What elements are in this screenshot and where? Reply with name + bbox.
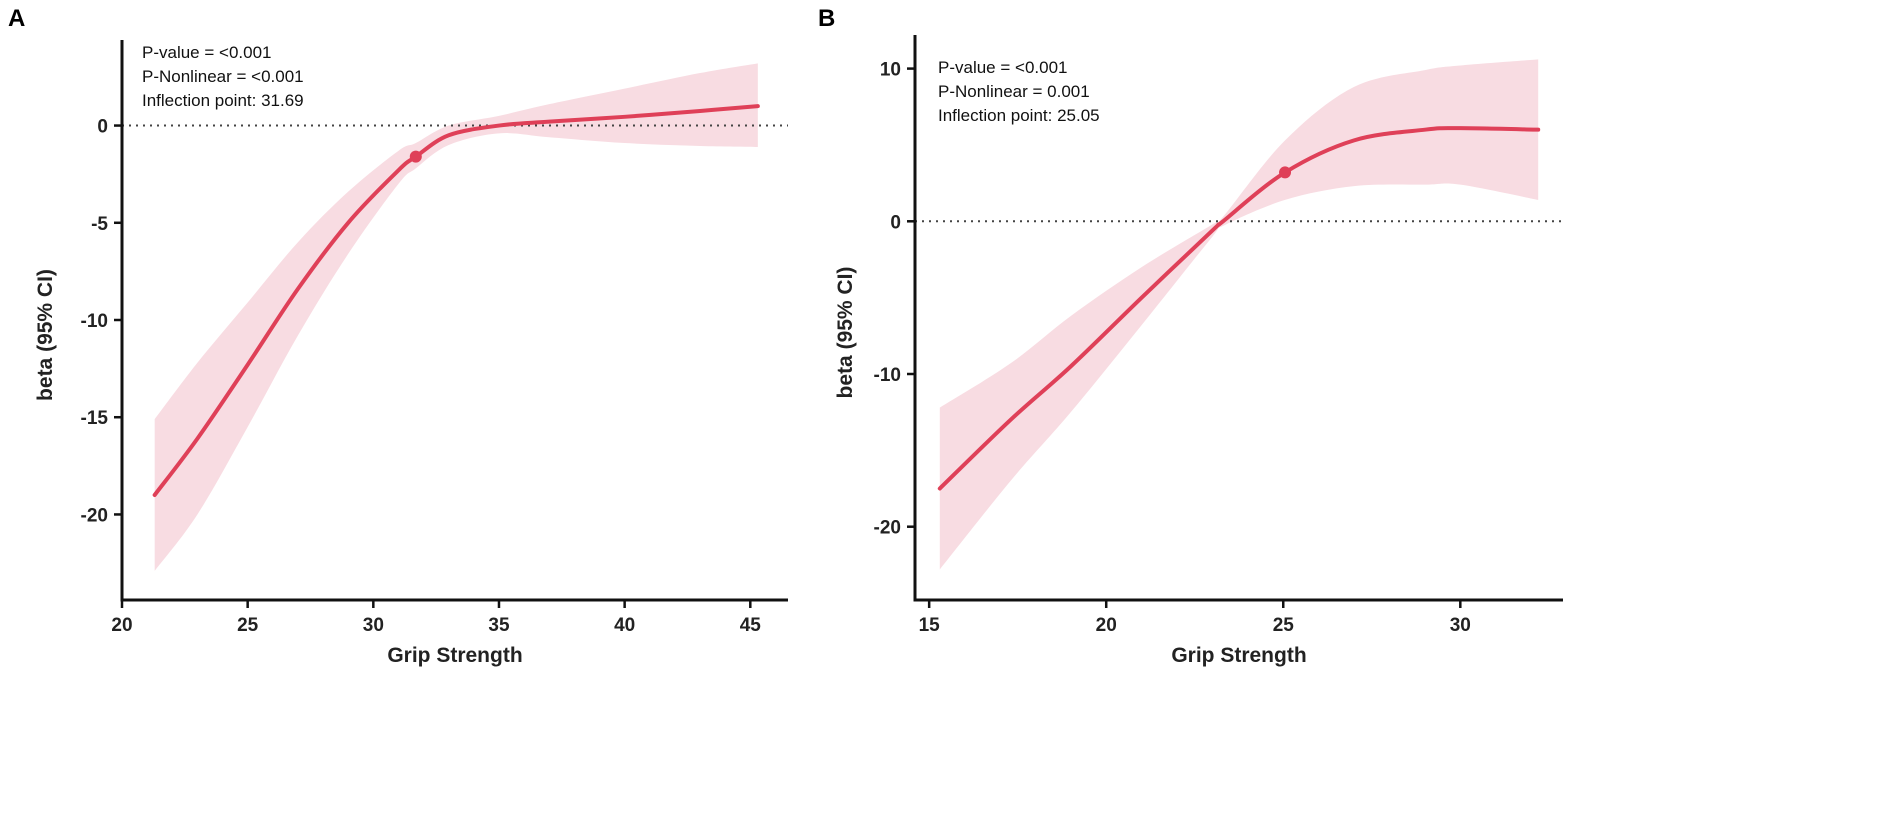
y-axis-title: beta (95% CI) (834, 267, 857, 399)
x-tick-label: 45 (740, 615, 762, 636)
y-tick-label: -10 (874, 365, 901, 386)
y-tick-label: 0 (97, 117, 108, 138)
x-tick-label: 40 (614, 615, 635, 636)
annotation-line: P-Nonlinear = 0.001 (938, 82, 1090, 101)
confidence-band (939, 59, 1539, 570)
y-tick-label: -5 (91, 214, 108, 235)
x-axis-title: Grip Strength (387, 644, 522, 667)
annotation-line: Inflection point: 31.69 (142, 91, 304, 110)
panel-b: B 15 20 25 30 10 0 -10 -20 Grip Strength beta (95%… (818, 5, 1563, 667)
y-tick-label: 0 (890, 212, 901, 233)
panel-letter: B (818, 5, 835, 32)
beta-line (937, 126, 1541, 491)
x-tick-label: 20 (1096, 615, 1117, 636)
annotation-line: P-value = <0.001 (142, 43, 271, 62)
confidence-band (154, 63, 758, 571)
beta-line (152, 104, 760, 497)
annotation-line: Inflection point: 25.05 (938, 106, 1100, 125)
x-axis-title: Grip Strength (1171, 644, 1306, 667)
x-tick-label: 25 (237, 615, 259, 636)
x-tick-label: 25 (1273, 615, 1295, 636)
y-tick-label: -20 (81, 505, 108, 526)
x-tick-label: 30 (1450, 615, 1471, 636)
x-tick-label: 35 (488, 615, 510, 636)
y-axis-title: beta (95% CI) (34, 269, 57, 401)
x-tick-label: 15 (919, 615, 941, 636)
x-tick-label: 30 (363, 615, 384, 636)
y-tick-label: -20 (874, 518, 901, 539)
annotation-line: P-Nonlinear = <0.001 (142, 67, 304, 86)
y-tick-label: -10 (81, 311, 108, 332)
panel-letter: A (8, 5, 25, 32)
inflection-point-marker (409, 150, 422, 163)
panel-a: A 20 25 30 35 40 45 0 -5 -10 -15 -20 Grip Strength be… (8, 5, 788, 667)
y-tick-label: 10 (880, 60, 901, 81)
y-tick-label: -15 (81, 408, 109, 429)
annotation-line: P-value = <0.001 (938, 58, 1067, 77)
x-tick-label: 20 (111, 615, 132, 636)
inflection-point-marker (1279, 166, 1292, 179)
